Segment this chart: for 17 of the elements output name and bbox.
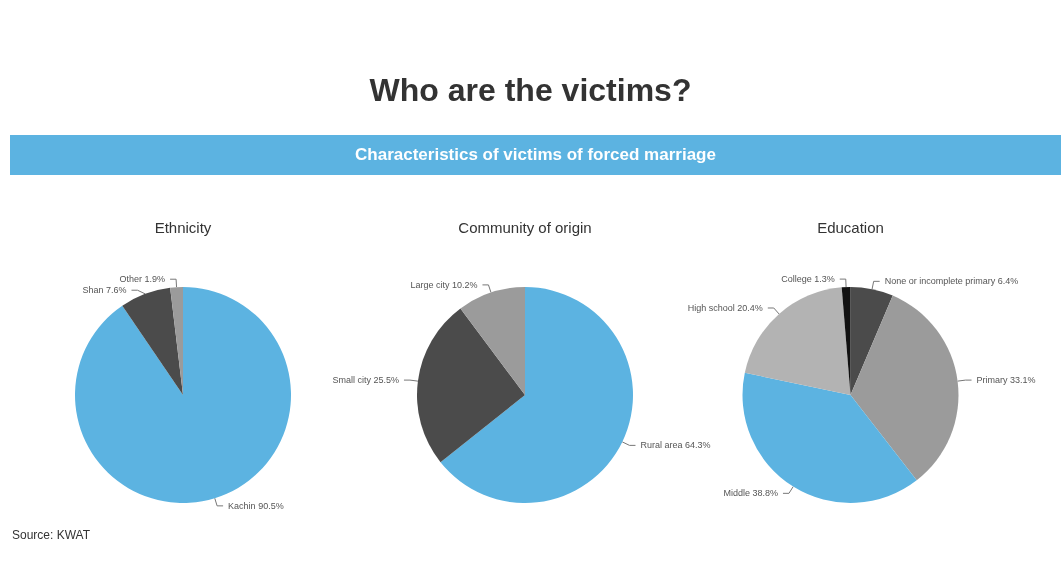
chart-title: Education (817, 219, 884, 236)
chart-title: Community of origin (458, 219, 592, 236)
text: Characteristics of victims of forced marriage (10, 135, 1061, 175)
slice-label: Primary 33.1% (976, 375, 1036, 386)
slice-label: High school 20.4% (687, 302, 763, 313)
chart-title: Ethnicity (154, 219, 212, 236)
slice-label: None or incomplete primary 6.4% (884, 276, 1019, 287)
slice-label: Middle 38.8% (723, 488, 778, 499)
slice-label: College 1.3% (781, 274, 835, 285)
slice-label: Small city 25.5% (332, 375, 399, 386)
slice-label: Other 1.9% (119, 274, 166, 285)
source-note: Source: KWAT (12, 528, 91, 542)
slice-label: Kachin 90.5% (228, 500, 284, 511)
slice-label: Large city 10.2% (410, 279, 478, 290)
slice-label: Shan 7.6% (82, 285, 127, 296)
text: Who are the victims? (368, 72, 693, 109)
slice-label: Rural area 64.3% (640, 440, 711, 451)
